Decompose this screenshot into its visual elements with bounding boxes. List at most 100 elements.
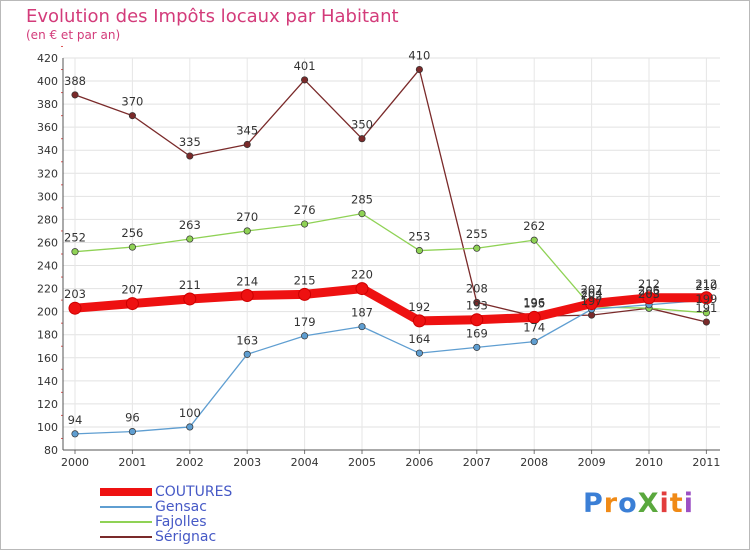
data-point-coutures xyxy=(699,291,713,305)
data-label-coutures: 215 xyxy=(294,273,316,287)
proxiti-logo: ProXiti xyxy=(583,488,694,519)
y-tick-label: 400 xyxy=(37,75,58,88)
legend-label: COUTURES xyxy=(155,484,233,500)
logo-letter: t xyxy=(669,488,684,519)
y-tick-label: 120 xyxy=(37,398,58,411)
x-tick-label: 2000 xyxy=(61,456,89,469)
data-point-gensac xyxy=(415,349,423,357)
data-point-fajolles xyxy=(71,248,79,256)
data-label-coutures: 193 xyxy=(466,299,488,313)
data-label-coutures: 203 xyxy=(64,287,86,301)
y-tick-label: 200 xyxy=(37,306,58,319)
data-label-fajolles: 256 xyxy=(121,226,143,240)
data-point-fajolles xyxy=(530,236,538,244)
data-point-serignac xyxy=(243,140,251,149)
data-point-fajolles xyxy=(301,220,309,228)
data-label-fajolles: 203 xyxy=(638,287,660,301)
data-point-fajolles xyxy=(702,309,710,317)
data-label-gensac: 174 xyxy=(523,321,545,335)
data-label-coutures: 214 xyxy=(236,275,258,289)
x-tick-label: 2001 xyxy=(118,456,146,469)
data-label-fajolles: 285 xyxy=(351,193,373,207)
x-tick-label: 2009 xyxy=(578,456,606,469)
data-point-coutures xyxy=(470,313,484,327)
data-point-fajolles xyxy=(243,227,251,235)
data-point-serignac xyxy=(301,76,309,84)
data-point-fajolles xyxy=(186,235,194,243)
data-label-serignac: 388 xyxy=(64,74,86,88)
y-tick-label: 420 xyxy=(37,52,58,65)
data-label-gensac: 163 xyxy=(236,333,258,347)
data-label-gensac: 100 xyxy=(179,406,201,420)
x-tick-label: 2007 xyxy=(463,456,491,469)
data-label-coutures: 220 xyxy=(351,268,373,282)
x-tick-label: 2010 xyxy=(635,456,663,469)
y-tick-label: 240 xyxy=(37,260,58,273)
data-label-fajolles: 252 xyxy=(64,231,86,245)
data-label-gensac: 164 xyxy=(408,332,430,346)
x-tick-label: 2011 xyxy=(692,456,720,469)
data-label-coutures: 212 xyxy=(638,277,660,291)
data-point-coutures xyxy=(68,301,82,315)
logo-letter: P xyxy=(583,488,604,519)
data-point-coutures xyxy=(183,292,197,306)
series-line-gensac xyxy=(74,299,708,435)
y-tick-label: 80 xyxy=(44,444,58,457)
data-point-gensac xyxy=(128,428,136,436)
legend-label: Gensac xyxy=(155,499,207,515)
chart-title: Evolution des Impôts locaux par Habitant xyxy=(26,6,399,27)
data-label-fajolles: 199 xyxy=(695,292,717,306)
data-point-serignac xyxy=(358,135,366,143)
data-label-serignac: 335 xyxy=(179,135,201,149)
data-label-fajolles: 204 xyxy=(581,286,603,300)
data-point-coutures xyxy=(412,314,426,328)
logo-letter: X xyxy=(637,488,660,519)
y-tick-label: 160 xyxy=(37,352,58,365)
series-labels: 388 370 335 345 401 350 410 208 196 197 203 191 252 2… xyxy=(64,49,717,427)
data-label-gensac: 202 xyxy=(581,288,603,302)
data-label-fajolles: 262 xyxy=(523,219,545,233)
x-tick-label: 2002 xyxy=(176,456,204,469)
x-tick-label: 2006 xyxy=(405,456,433,469)
data-label-gensac: 94 xyxy=(68,413,83,427)
series-line-serignac xyxy=(74,68,708,323)
data-point-coutures xyxy=(298,287,312,301)
logo-letter: r xyxy=(603,488,619,519)
data-point-coutures xyxy=(355,282,369,296)
data-label-serignac: 208 xyxy=(466,281,488,295)
data-point-gensac xyxy=(358,323,366,331)
series-line-coutures xyxy=(70,284,711,326)
data-label-serignac: 203 xyxy=(638,287,660,301)
data-label-fajolles: 255 xyxy=(466,227,488,241)
grid xyxy=(63,57,720,451)
legend-swatch xyxy=(100,536,152,538)
legend-swatch xyxy=(100,488,152,496)
data-point-gensac xyxy=(71,430,79,438)
legend-label: Sérignac xyxy=(155,529,217,545)
data-label-coutures: 195 xyxy=(523,296,545,310)
logo-letter: o xyxy=(618,488,638,519)
series-points xyxy=(68,65,713,438)
data-label-serignac: 345 xyxy=(236,123,258,137)
data-label-gensac: 210 xyxy=(695,279,717,293)
data-point-serignac xyxy=(702,318,710,326)
data-label-gensac: 179 xyxy=(294,315,316,329)
data-point-serignac xyxy=(473,298,481,306)
data-label-coutures: 211 xyxy=(179,278,201,292)
data-point-fajolles xyxy=(128,243,136,251)
data-label-coutures: 207 xyxy=(121,283,143,297)
x-tick-label: 2003 xyxy=(233,456,261,469)
data-point-serignac xyxy=(71,91,79,99)
data-point-fajolles xyxy=(473,244,481,252)
data-label-fajolles: 276 xyxy=(294,203,316,217)
y-tick-label: 100 xyxy=(37,421,58,434)
data-point-gensac xyxy=(473,343,481,351)
y-tick-label: 300 xyxy=(37,190,58,203)
axes xyxy=(61,45,720,454)
data-label-serignac: 196 xyxy=(523,295,545,309)
series-line-fajolles xyxy=(74,212,708,314)
y-tick-label: 140 xyxy=(37,375,58,388)
x-tick-label: 2004 xyxy=(291,456,319,469)
y-tick-label: 220 xyxy=(37,283,58,296)
data-point-coutures xyxy=(527,310,541,324)
